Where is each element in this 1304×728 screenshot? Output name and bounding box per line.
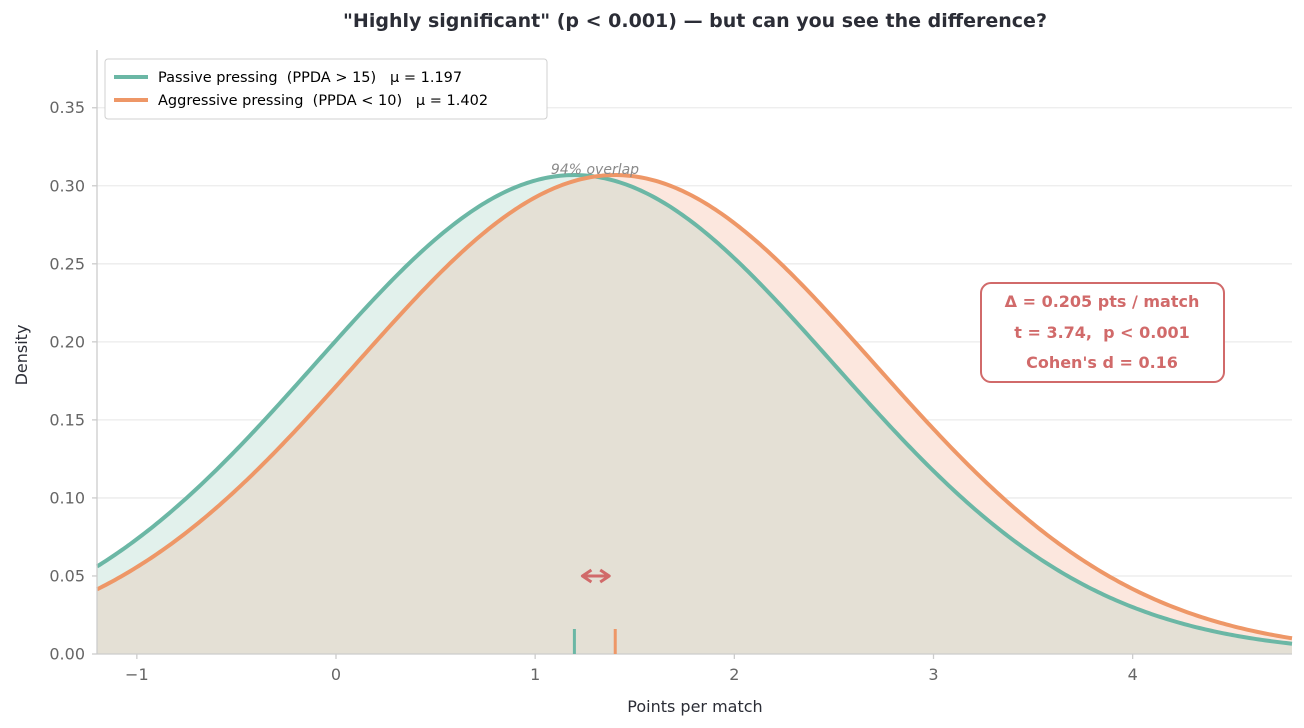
x-tick-label: 0 — [331, 665, 341, 684]
mean-markers — [572, 568, 617, 654]
legend-label-passive: Passive pressing (PPDA > 15) μ = 1.197 — [158, 70, 462, 86]
x-tick-label: 3 — [928, 665, 938, 684]
difference-arrow-head-right — [599, 568, 611, 584]
area-overlap — [97, 176, 1292, 654]
y-axis-label: Density — [12, 325, 31, 386]
y-tick-label: 0.35 — [49, 98, 85, 117]
legend-frame — [104, 58, 548, 120]
overlap-label: 94% overlap — [551, 162, 639, 178]
stats-annotation: Δ = 0.205 pts / match t = 3.74, p < 0.00… — [980, 282, 1225, 383]
density-areas — [97, 175, 1292, 655]
axes: −1 0 1 2 3 4 0.00 0.05 0.10 0.15 0.20 0.25 0.30 0.35 — [49, 50, 1292, 684]
x-tick-label: −1 — [125, 665, 149, 684]
y-tick-label: 0.15 — [49, 410, 85, 429]
y-tick-label: 0.20 — [49, 332, 85, 351]
annotation-cohens-d: Cohen's d = 0.16 — [1026, 353, 1178, 372]
difference-arrow-head-left — [580, 568, 593, 584]
chart-title: "Highly significant" (p < 0.001) — but c… — [343, 10, 1047, 32]
y-tick-label: 0.00 — [49, 645, 85, 664]
density-lines — [95, 173, 1293, 646]
legend: Passive pressing (PPDA > 15) μ = 1.197 A… — [104, 58, 548, 120]
y-tick-label: 0.05 — [49, 566, 85, 585]
legend-label-aggressive: Aggressive pressing (PPDA < 10) μ = 1.40… — [158, 93, 488, 109]
x-tick-label: 1 — [530, 665, 540, 684]
annotation-box — [980, 282, 1225, 383]
line-passive — [95, 173, 1293, 646]
x-tick-label: 2 — [729, 665, 739, 684]
x-axis-label: Points per match — [627, 697, 762, 716]
annotation-delta: Δ = 0.205 pts / match — [1005, 292, 1200, 311]
y-tick-label: 0.25 — [49, 254, 85, 273]
y-tick-label: 0.10 — [49, 488, 85, 507]
annotation-t-test: t = 3.74, p < 0.001 — [1014, 323, 1190, 342]
x-tick-label: 4 — [1128, 665, 1138, 684]
line-aggressive — [96, 173, 1293, 641]
y-tick-label: 0.30 — [49, 176, 85, 195]
